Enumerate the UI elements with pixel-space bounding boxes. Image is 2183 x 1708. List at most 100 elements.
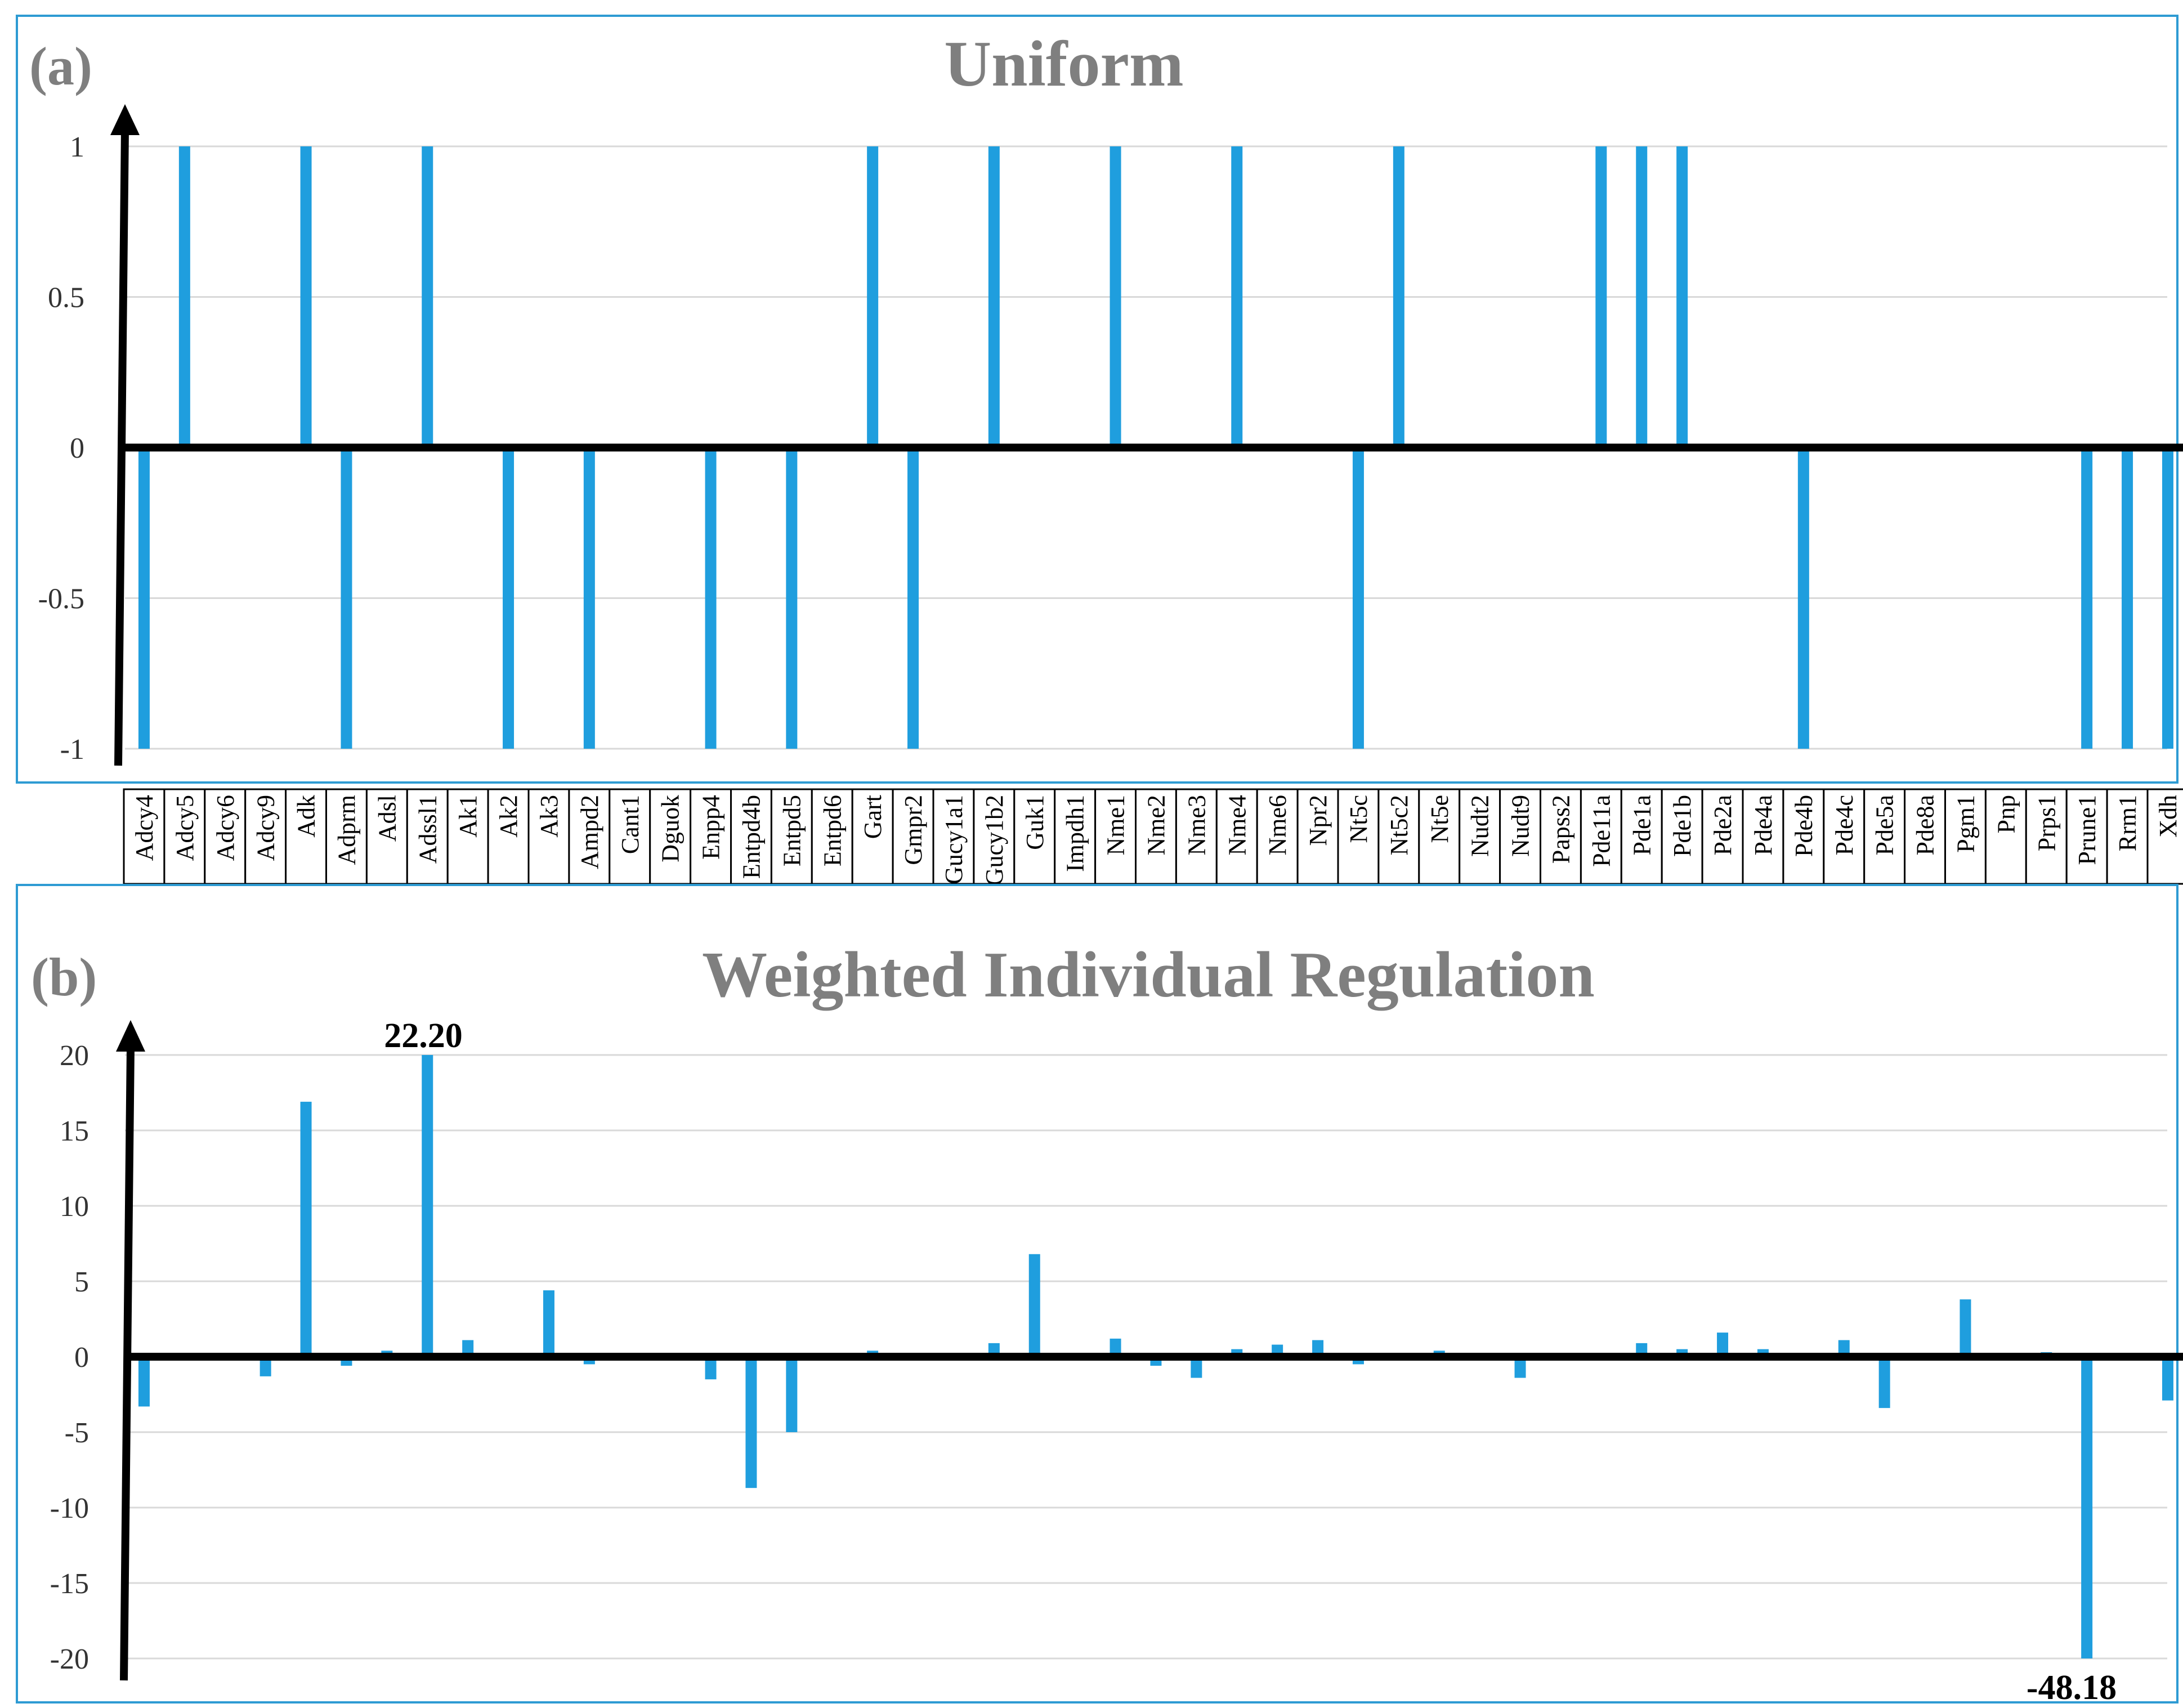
panel-a-uniform: 1 0.5 0 -0.5 -1 (a) Uniform [16, 15, 2183, 784]
category-cell [609, 788, 651, 885]
category-cell [1256, 788, 1299, 885]
category-label: Dguok [657, 795, 685, 862]
bar-entpd5 [786, 1357, 798, 1432]
category-cell [1459, 788, 1501, 885]
category-label: Adk [293, 795, 320, 838]
bar-pde5a [1878, 1357, 1890, 1409]
category-label-table: Adcy4 Adcy5 Adcy6 Adcy9 Adk Adprm Adsl Adssl1 Ak… [123, 788, 2183, 886]
bar-pde11a [1595, 146, 1607, 448]
category-cell [2106, 788, 2149, 885]
category-cell [163, 788, 206, 885]
category-label: Pde4a [1750, 795, 1777, 856]
bar-adssl1 [422, 146, 433, 448]
panel-a-bars [138, 146, 2173, 749]
category-cell [1904, 788, 1947, 885]
bar-pde2a [1717, 1333, 1729, 1357]
category-label: Nudt9 [1507, 795, 1535, 857]
category-label: Entpd6 [818, 795, 846, 866]
category-label: Rrm1 [2114, 795, 2141, 851]
category-label: Gucy1a1 [940, 795, 968, 884]
category-label: Cant1 [616, 795, 644, 854]
bar-ak3 [543, 1290, 554, 1357]
category-cell [1701, 788, 1744, 885]
category-cell [1863, 788, 1906, 885]
category-cell [1823, 788, 1866, 885]
category-cell [973, 788, 1016, 885]
category-label: Ampd2 [576, 795, 603, 869]
category-label: Pde4c [1831, 795, 1858, 856]
category-label: Prune1 [2073, 795, 2101, 865]
bar-nme1 [1110, 146, 1121, 448]
bar-enpp4 [705, 448, 717, 749]
category-label: Adcy6 [212, 795, 239, 861]
annotation-min-value: -48.18 [2027, 1669, 2117, 1707]
category-cell [1742, 788, 1784, 885]
bar-gart [867, 146, 879, 448]
panel-b-frame [16, 884, 2178, 1703]
y-tick-label: 0 [70, 432, 84, 464]
category-label: Gucy1b2 [981, 795, 1008, 886]
category-label: Nme3 [1183, 795, 1210, 856]
bar-pgm1 [1960, 1299, 1971, 1357]
bar-pde4b [1797, 448, 1809, 749]
category-label: Pde1a [1628, 795, 1656, 856]
panel-a-gridlines [125, 145, 2167, 750]
panel-b-label: (b) [31, 947, 97, 1007]
bar-npr2 [1312, 1340, 1324, 1357]
category-cell [365, 788, 408, 885]
category-cell [123, 788, 165, 885]
category-label: Gmpr2 [900, 795, 927, 865]
category-label: Adsl [373, 795, 401, 842]
category-label: Pde1b [1668, 795, 1696, 857]
bar-xdh [2162, 1357, 2173, 1401]
y-tick-label: -0.5 [38, 583, 84, 615]
bar-prune1 [2081, 1357, 2093, 1658]
category-label: Ak2 [495, 795, 522, 838]
category-label: Ak3 [535, 795, 563, 838]
panel-b-title: Weighted Individual Regulation [702, 939, 1595, 1011]
panel-a-label: (a) [29, 36, 92, 96]
category-label: Nme6 [1264, 795, 1291, 856]
category-cell [1984, 788, 2027, 885]
bar-adprm [341, 448, 352, 749]
bar-nt5c2 [1393, 146, 1404, 448]
y-tick-label: 0.5 [48, 282, 84, 314]
panel-a-y-axis [114, 129, 129, 766]
category-cell [1620, 788, 1663, 885]
panel-a-title: Uniform [944, 28, 1183, 100]
category-cell [1540, 788, 1582, 885]
category-cell [892, 788, 934, 885]
category-label: Nme4 [1223, 795, 1251, 856]
category-label: Impdh1 [1062, 795, 1089, 872]
y-tick-label: 5 [74, 1266, 89, 1298]
category-label: Adprm [333, 795, 360, 865]
category-label: Pde11a [1587, 795, 1615, 867]
y-tick-label: -15 [50, 1568, 89, 1600]
category-cell [568, 788, 611, 885]
bar-ampd2 [583, 448, 595, 749]
bar-nme1 [1110, 1338, 1121, 1357]
bar-gmpr2 [907, 448, 919, 749]
panel-a-y-ticks: 1 0.5 0 -0.5 -1 [38, 131, 84, 766]
y-tick-label: 10 [60, 1191, 89, 1223]
bar-gucy1b2 [988, 146, 1000, 448]
category-label: Gart [859, 795, 887, 839]
category-cell [1094, 788, 1137, 885]
y-tick-label: 1 [70, 131, 84, 163]
bar-ak1 [462, 1340, 474, 1357]
category-label: Pgm1 [1952, 795, 1979, 853]
panel-a-y-axis-arrowhead [110, 104, 140, 135]
panel-b-weighted-individual-regulation: 20 15 10 5 0 -5 -10 -15 -20 (b) Weighted Individ… [16, 884, 2183, 1707]
y-tick-label: -10 [50, 1492, 89, 1524]
category-label: Pde8a [1912, 795, 1939, 856]
bar-pde1b [1676, 146, 1688, 448]
y-tick-label: 15 [60, 1115, 89, 1147]
category-label: Adssl1 [414, 795, 441, 864]
category-cell [285, 788, 328, 885]
category-label: Nme2 [1142, 795, 1170, 856]
bar-ak2 [503, 448, 515, 749]
bar-adk [300, 146, 312, 448]
category-label: Nudt2 [1466, 795, 1494, 857]
bar-adcy9 [260, 1357, 271, 1376]
bar-rrm1 [2122, 448, 2133, 749]
